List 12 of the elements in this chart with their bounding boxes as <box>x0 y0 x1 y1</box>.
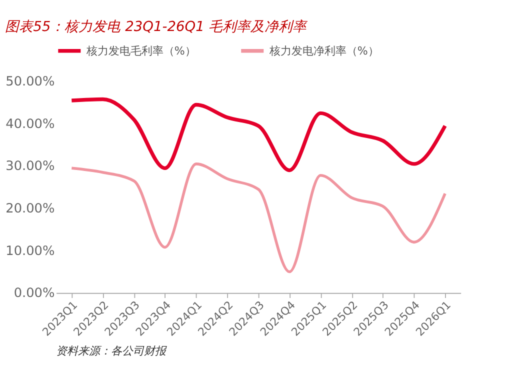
legend-label: 核力发电净利率（%） <box>268 44 379 58</box>
y-tick-label: 0.00% <box>14 286 55 302</box>
y-tick-label: 10.00% <box>6 244 55 259</box>
text: 资料来源：各公司财报 <box>56 344 168 358</box>
y-tick-label: 20.00% <box>6 201 55 216</box>
y-tick-label: 30.00% <box>6 159 55 174</box>
legend-label: 核力发电毛利率（%） <box>85 44 196 58</box>
line-series <box>70 97 447 172</box>
line-series <box>70 162 446 274</box>
y-tick-label: 50.00% <box>6 74 55 90</box>
y-tick-label: 40.00% <box>6 116 55 132</box>
chart-title: 图表55：核力发电 23Q1-26Q1 毛利率及净利率 <box>5 18 309 35</box>
